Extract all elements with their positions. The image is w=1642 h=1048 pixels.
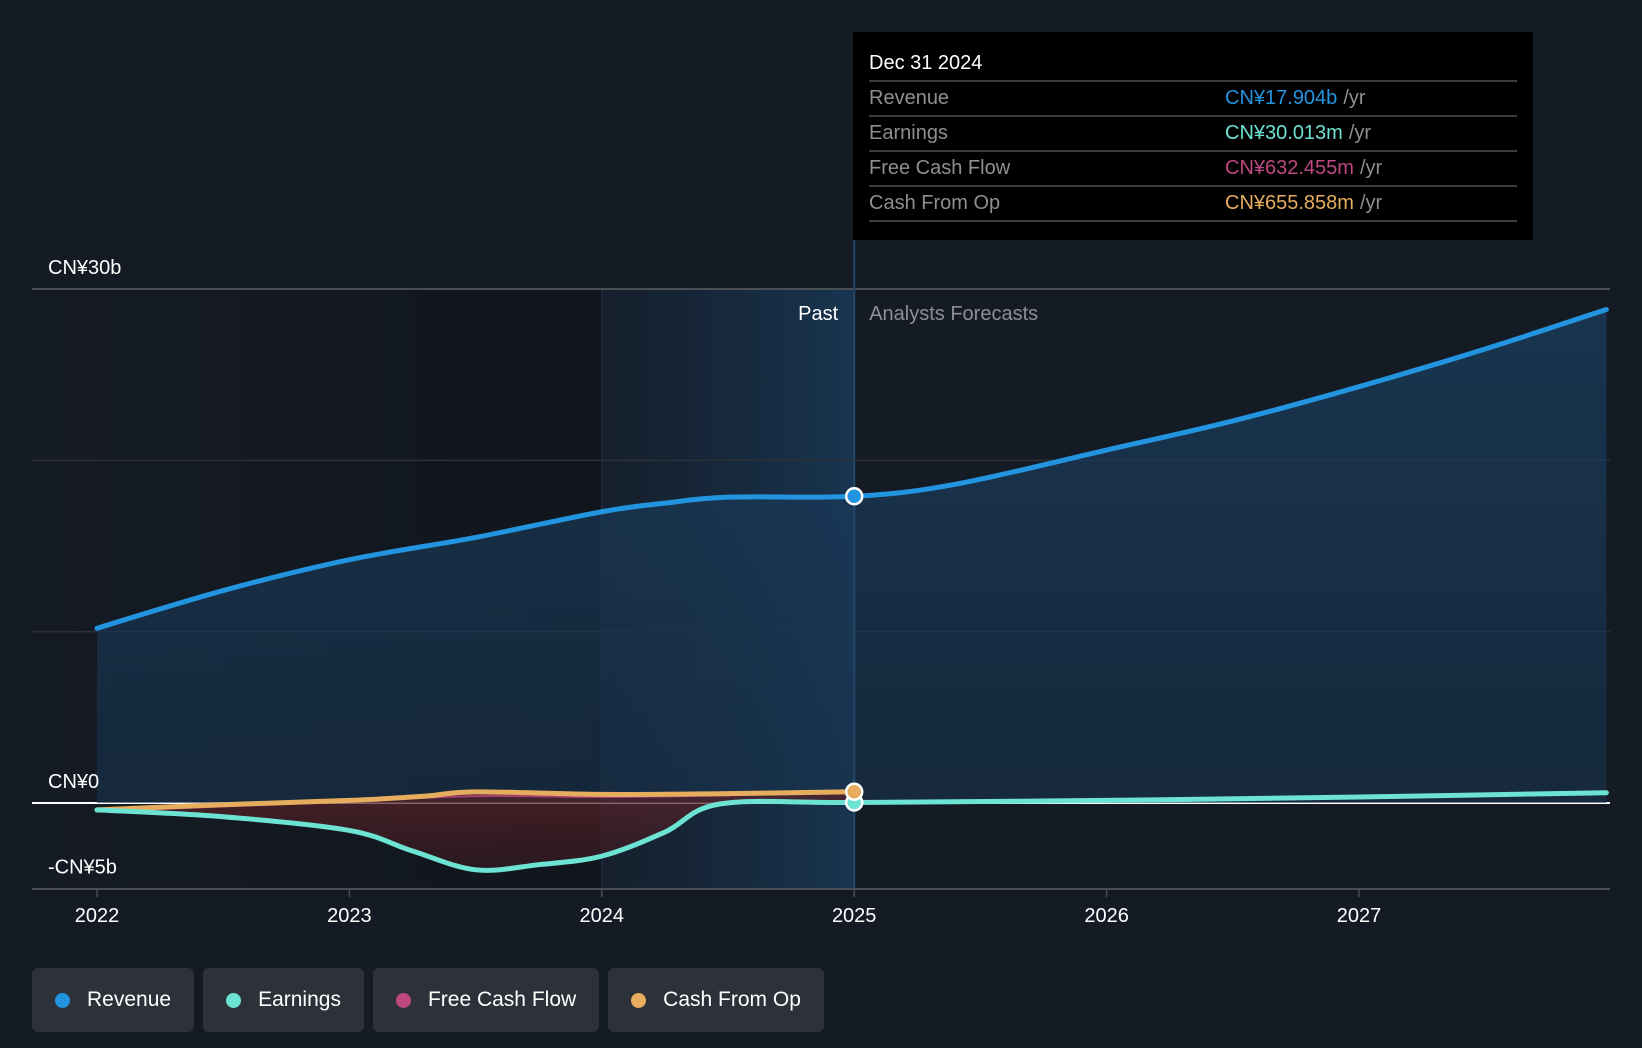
earnings-line bbox=[94, 790, 1609, 873]
x-tick-label: 2025 bbox=[832, 905, 877, 927]
legend-label: Cash From Op bbox=[663, 988, 801, 1011]
y-axis-label: CN¥30b bbox=[48, 257, 121, 279]
free-cash-flow-dot-icon bbox=[395, 992, 411, 1008]
earnings-dot-icon bbox=[226, 992, 242, 1008]
tooltip-row-unit: /yr bbox=[1343, 87, 1366, 109]
legend-item-free-cash-flow[interactable]: Free Cash Flow bbox=[372, 968, 600, 1032]
legend-label: Free Cash Flow bbox=[427, 988, 577, 1011]
tooltip-row-label: Cash From Op bbox=[869, 192, 1001, 214]
y-axis-label: CN¥0 bbox=[48, 771, 99, 793]
x-tick-label: 2023 bbox=[327, 905, 372, 927]
legend-label: Earnings bbox=[258, 988, 341, 1011]
cash-from-op-marker[interactable] bbox=[844, 782, 864, 802]
tooltip-row-value: CN¥655.858m bbox=[1225, 192, 1354, 214]
tooltip-date: Dec 31 2024 bbox=[869, 46, 1517, 82]
tooltip: Dec 31 2024 Revenue CN¥17.904b /yr Earni… bbox=[853, 32, 1533, 240]
cash-from-op-dot-icon bbox=[631, 992, 647, 1008]
tooltip-row-earnings: Earnings CN¥30.013m /yr bbox=[869, 117, 1517, 152]
past-label: Past bbox=[798, 303, 838, 325]
forecast-label: Analysts Forecasts bbox=[869, 303, 1038, 325]
revenue-dot-icon bbox=[55, 992, 70, 1008]
tooltip-row-revenue: Revenue CN¥17.904b /yr bbox=[869, 82, 1517, 117]
tooltip-row-label: Revenue bbox=[869, 87, 950, 109]
x-tick-label: 2027 bbox=[1337, 905, 1382, 927]
tooltip-row-unit: /yr bbox=[1359, 192, 1383, 214]
legend-item-cash-from-op[interactable]: Cash From Op bbox=[608, 968, 824, 1032]
tooltip-row-unit: /yr bbox=[1348, 122, 1372, 144]
tooltip-row-value: CN¥632.455m bbox=[1225, 157, 1354, 179]
tooltip-row-free-cash-flow: Free Cash Flow CN¥632.455m /yr bbox=[869, 152, 1517, 187]
tooltip-row-label: Earnings bbox=[869, 122, 948, 144]
tooltip-row-label: Free Cash Flow bbox=[869, 157, 1011, 179]
y-axis-label: -CN¥5b bbox=[48, 857, 117, 879]
legend: Revenue Earnings Free Cash Flow Cash Fro… bbox=[32, 968, 824, 1032]
revenue-area bbox=[97, 309, 1607, 803]
x-tick-label: 2022 bbox=[75, 905, 120, 927]
tooltip-row-value: CN¥30.013m bbox=[1225, 122, 1343, 144]
tooltip-row-cash-from-op: Cash From Op CN¥655.858m /yr bbox=[869, 187, 1517, 222]
legend-item-earnings[interactable]: Earnings bbox=[203, 968, 364, 1032]
legend-item-revenue[interactable]: Revenue bbox=[32, 968, 195, 1032]
cash-from-op-line bbox=[94, 789, 857, 813]
revenue-marker[interactable] bbox=[844, 486, 864, 506]
x-tick-label: 2026 bbox=[1084, 905, 1129, 927]
tooltip-row-unit: /yr bbox=[1359, 157, 1383, 179]
x-tick-label: 2024 bbox=[580, 905, 625, 927]
revenue-line bbox=[94, 307, 1609, 631]
free-cash-flow-area bbox=[97, 791, 855, 871]
tooltip-row-value: CN¥17.904b bbox=[1225, 87, 1338, 109]
legend-label: Revenue bbox=[87, 988, 172, 1011]
